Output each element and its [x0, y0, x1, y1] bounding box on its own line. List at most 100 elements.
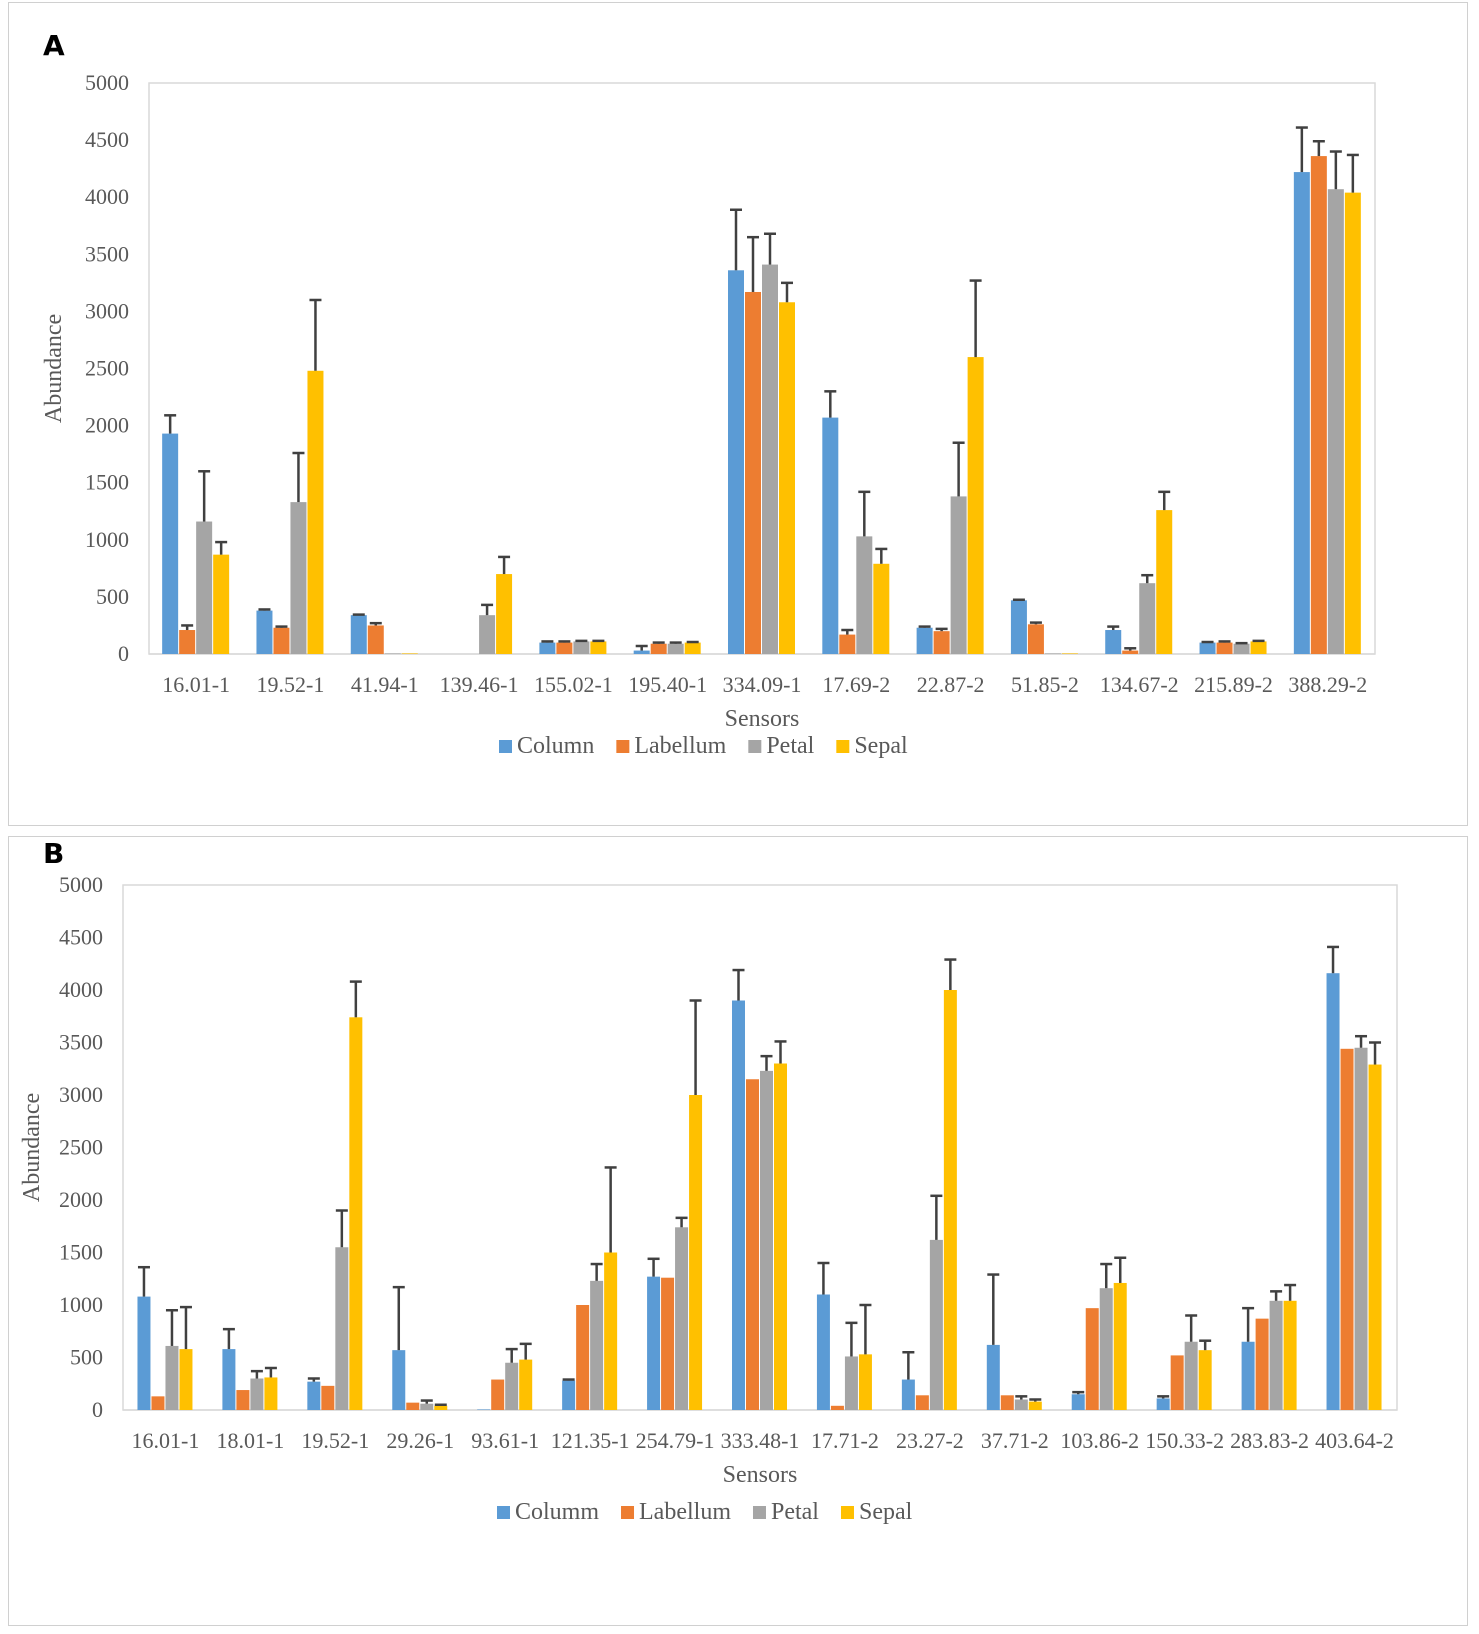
- bar-sepal: [213, 554, 230, 654]
- bar-petal: [856, 536, 873, 654]
- bar-petal: [1184, 1341, 1198, 1410]
- bar-column: [822, 417, 839, 654]
- bar-petal: [1269, 1300, 1283, 1410]
- legend-swatch: [616, 740, 630, 753]
- bar-columm: [477, 1409, 491, 1410]
- y-tick-label: 2000: [85, 413, 129, 438]
- bar-petal: [335, 1247, 349, 1410]
- legend-label: Sepal: [854, 733, 908, 759]
- y-tick-label: 2500: [85, 356, 129, 381]
- bar-column: [1010, 600, 1027, 654]
- bar-petal: [250, 1378, 264, 1410]
- bar-labellum: [491, 1379, 505, 1410]
- bar-sepal: [1028, 1401, 1042, 1410]
- bar-labellum: [151, 1396, 165, 1410]
- y-tick-label: 3500: [59, 1030, 103, 1055]
- y-tick-label: 2500: [59, 1135, 103, 1160]
- bar-petal: [290, 502, 307, 654]
- bar-petal: [1139, 583, 1156, 654]
- y-tick-label: 4500: [59, 925, 103, 950]
- bar-columm: [562, 1380, 576, 1410]
- bar-sepal: [264, 1377, 278, 1410]
- bar-labellum: [406, 1402, 420, 1410]
- bar-petal: [844, 1356, 858, 1410]
- bar-labellum: [1255, 1318, 1269, 1410]
- bar-column: [1199, 642, 1216, 654]
- legend-label: Labellum: [639, 1499, 731, 1525]
- x-tick-label: 19.52-1: [257, 672, 325, 697]
- bar-columm: [647, 1276, 661, 1410]
- bar-petal: [384, 653, 401, 654]
- bar-column: [162, 433, 179, 654]
- x-tick-label: 37.71-2: [981, 1428, 1049, 1453]
- x-tick-label: 155.02-1: [534, 672, 613, 697]
- bar-sepal: [1344, 192, 1361, 654]
- legend-swatch: [621, 1506, 635, 1519]
- bar-petal: [196, 521, 213, 654]
- bar-petal: [675, 1227, 689, 1410]
- x-tick-label: 121.35-1: [551, 1428, 630, 1453]
- y-tick-label: 500: [70, 1345, 103, 1370]
- chart-panel-a: A 0 500 1000 1500 2000 2500 3000 3500 4000 4500 50…: [8, 2, 1468, 826]
- y-tick-label: 5000: [59, 872, 103, 897]
- bar-sepal: [967, 357, 984, 654]
- y-axis-title: Abundance: [41, 314, 67, 423]
- x-tick-label: 139.46-1: [440, 672, 519, 697]
- bar-petal: [1354, 1047, 1368, 1410]
- legend-swatch: [497, 1506, 510, 1519]
- legend-swatch: [840, 1506, 854, 1519]
- bar-sepal: [943, 990, 957, 1410]
- bar-sepal: [774, 1063, 787, 1410]
- bar-petal: [420, 1403, 434, 1410]
- bar-sepal: [519, 1359, 533, 1410]
- bar-petal: [1099, 1288, 1113, 1410]
- bar-labellum: [915, 1395, 929, 1410]
- bar-petal: [667, 643, 684, 654]
- bar-labellum: [1340, 1048, 1354, 1410]
- bar-sepal: [1156, 510, 1173, 654]
- bar-sepal: [590, 641, 607, 654]
- bar-columm: [986, 1344, 1000, 1410]
- bar-sepal: [1198, 1350, 1212, 1410]
- bar-columm: [1071, 1394, 1085, 1410]
- bar-sepal: [1283, 1300, 1297, 1410]
- bar-labellum: [273, 627, 290, 654]
- y-tick-label: 3000: [85, 298, 129, 323]
- y-tick-label: 2000: [59, 1187, 103, 1212]
- y-tick-label: 1000: [85, 527, 129, 552]
- bar-labellum: [933, 631, 950, 654]
- legend-label: Columm: [515, 1499, 599, 1525]
- bar-petal: [1014, 1399, 1028, 1410]
- x-tick-label: 51.85-2: [1011, 672, 1079, 697]
- bar-labellum: [839, 634, 856, 654]
- bar-labellum: [1310, 156, 1327, 654]
- bar-labellum: [745, 291, 761, 654]
- bar-sepal: [779, 302, 795, 654]
- bar-columm: [392, 1350, 406, 1410]
- x-tick-label: 215.89-2: [1194, 672, 1273, 697]
- bar-sepal: [1113, 1282, 1127, 1410]
- x-tick-label: 103.86-2: [1060, 1428, 1139, 1453]
- legend-swatch: [748, 740, 762, 753]
- y-tick-label: 4500: [85, 127, 129, 152]
- legend-label: Sepal: [859, 1499, 913, 1525]
- bar-petal: [573, 641, 590, 654]
- bar-columm: [1156, 1398, 1170, 1410]
- bar-columm: [816, 1294, 830, 1410]
- x-tick-label: 18.01-1: [216, 1428, 284, 1453]
- bar-sepal: [401, 653, 418, 654]
- y-tick-label: 0: [92, 1397, 103, 1422]
- chart-panel-b: B 0 500 1000 1500 2000 2500 3000 3500 4000 4500 50…: [8, 836, 1468, 1626]
- bar-sepal: [684, 642, 701, 654]
- bar-labellum: [1122, 650, 1139, 654]
- legend-swatch: [752, 1506, 766, 1519]
- x-tick-label: 334.09-1: [723, 672, 802, 697]
- x-tick-label: 195.40-1: [628, 672, 707, 697]
- bar-sepal: [307, 370, 324, 654]
- bar-labellum: [367, 625, 384, 654]
- panel-label: B: [43, 837, 65, 870]
- x-tick-label: 29.26-1: [386, 1428, 454, 1453]
- bar-sepal: [496, 574, 513, 654]
- bar-labellum: [236, 1390, 250, 1410]
- legend-label: Petal: [766, 733, 814, 759]
